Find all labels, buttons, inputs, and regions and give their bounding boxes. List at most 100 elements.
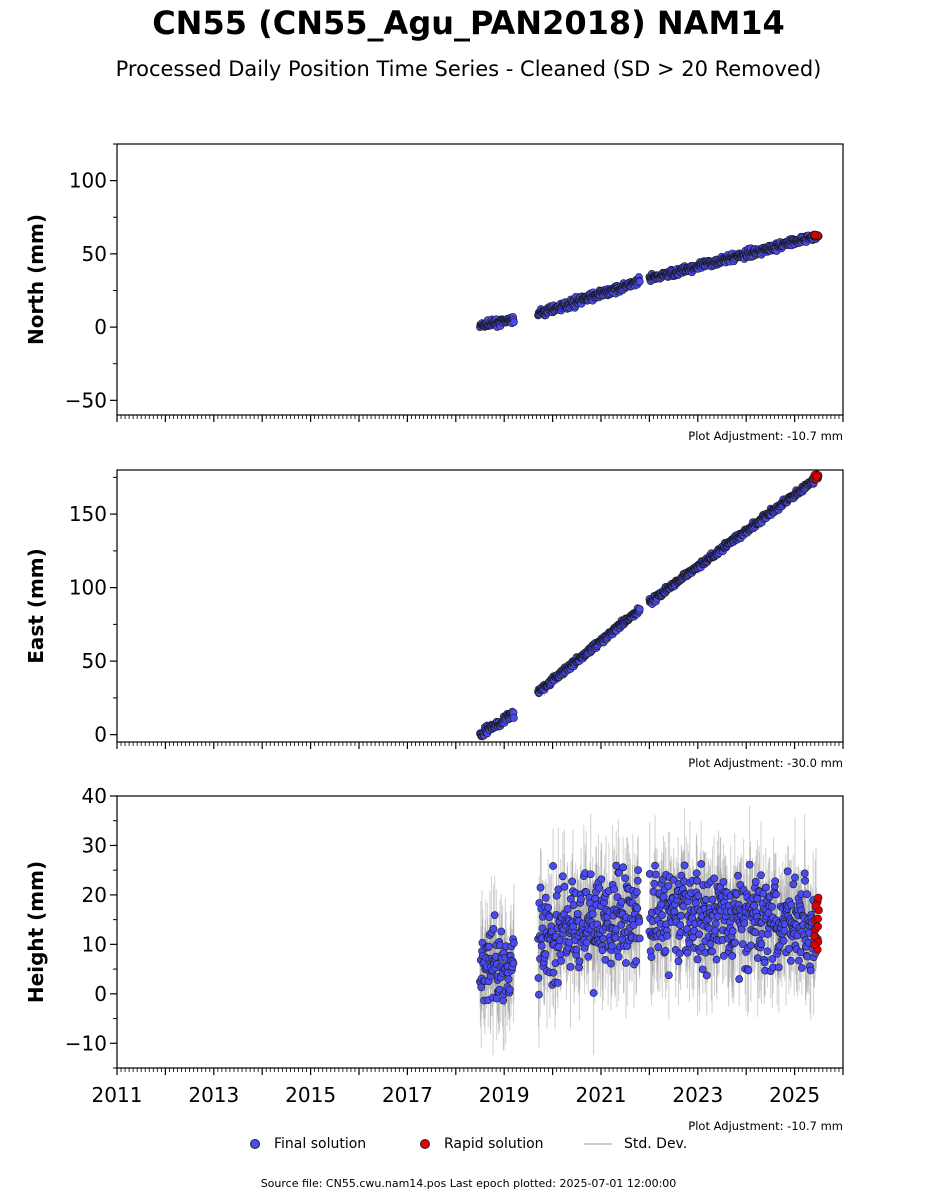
final-point	[589, 989, 598, 997]
final-point	[731, 938, 740, 947]
final-point	[693, 876, 702, 885]
final-point	[745, 860, 754, 869]
final-point	[761, 883, 770, 892]
final-point	[658, 911, 666, 920]
final-point	[711, 926, 720, 935]
final-point	[702, 971, 711, 980]
final-point	[492, 994, 501, 1003]
final-point	[750, 901, 759, 910]
chart-title: CN55 (CN55_Agu_PAN2018) NAM14	[152, 4, 785, 42]
final-point	[619, 863, 628, 872]
final-point	[774, 963, 783, 972]
rapid-point	[810, 932, 819, 941]
final-point	[537, 941, 546, 950]
final-point	[545, 913, 554, 922]
final-point	[635, 917, 644, 926]
final-point	[633, 876, 642, 885]
y-tick-label: 20	[82, 883, 107, 907]
final-point	[509, 318, 518, 327]
final-point	[791, 873, 799, 882]
final-point	[591, 894, 600, 903]
final-point	[499, 996, 508, 1005]
final-point	[669, 875, 678, 884]
final-point	[634, 866, 643, 874]
final-point	[647, 953, 656, 962]
final-point	[734, 871, 742, 880]
final-point	[651, 861, 659, 870]
final-point	[677, 911, 685, 920]
final-point	[509, 714, 518, 722]
final-point	[575, 957, 584, 966]
final-point	[702, 895, 710, 904]
final-points	[476, 470, 823, 741]
rapid-point	[810, 940, 819, 949]
final-point	[509, 939, 518, 947]
y-tick-label: 100	[69, 576, 107, 600]
panel-1: 0 50 100 150 East (mm) Plot Adjustment: -30.0…	[24, 469, 844, 770]
final-point	[651, 870, 660, 879]
y-tick-label: 50	[82, 242, 107, 266]
y-axis-label: East (mm)	[24, 548, 48, 664]
final-point	[694, 891, 703, 900]
final-point	[586, 870, 595, 879]
final-point	[569, 901, 578, 909]
rapid-point	[812, 472, 821, 481]
axes-frame	[116, 469, 844, 743]
final-point	[582, 938, 591, 947]
final-point	[695, 930, 704, 939]
final-point	[751, 928, 760, 937]
final-point	[577, 895, 585, 904]
final-point	[768, 902, 776, 911]
final-point	[497, 927, 506, 936]
final-points	[476, 230, 823, 332]
y-tick-label: −50	[65, 388, 107, 412]
final-point	[629, 921, 638, 929]
final-point	[771, 877, 780, 886]
final-point	[683, 948, 692, 957]
final-point	[654, 943, 663, 952]
final-point	[650, 879, 659, 888]
final-point	[607, 959, 615, 968]
final-point	[622, 959, 630, 967]
final-point	[541, 950, 550, 959]
y-tick-label: 0	[94, 723, 107, 747]
final-point	[659, 892, 668, 901]
final-point	[601, 955, 610, 964]
final-point	[680, 861, 689, 870]
final-point	[728, 952, 737, 960]
final-point	[744, 966, 753, 975]
final-point	[787, 956, 795, 965]
final-point	[719, 878, 728, 886]
final-point	[751, 877, 760, 886]
rapid-point	[811, 901, 820, 910]
final-point	[803, 890, 811, 899]
final-point	[635, 934, 644, 943]
final-point	[735, 975, 744, 983]
final-point	[740, 919, 749, 928]
final-point	[536, 883, 545, 892]
final-point	[772, 890, 780, 899]
y-tick-label: 40	[82, 784, 107, 808]
final-point	[801, 876, 809, 885]
final-point	[572, 945, 581, 954]
final-point	[554, 978, 562, 987]
final-point	[710, 874, 718, 883]
final-point	[763, 947, 772, 956]
y-tick-label: 0	[94, 982, 107, 1006]
final-point	[615, 868, 623, 877]
final-point	[607, 941, 616, 950]
final-point	[693, 955, 702, 964]
final-point	[757, 871, 765, 880]
final-point	[485, 942, 493, 951]
final-point	[719, 951, 728, 960]
final-point	[768, 955, 777, 963]
final-point	[632, 888, 641, 896]
final-point	[505, 985, 514, 994]
final-point	[558, 872, 567, 881]
final-point	[757, 940, 766, 948]
final-point	[489, 925, 498, 933]
final-point	[635, 605, 644, 613]
rapid-point	[814, 893, 823, 902]
final-point	[806, 966, 815, 975]
